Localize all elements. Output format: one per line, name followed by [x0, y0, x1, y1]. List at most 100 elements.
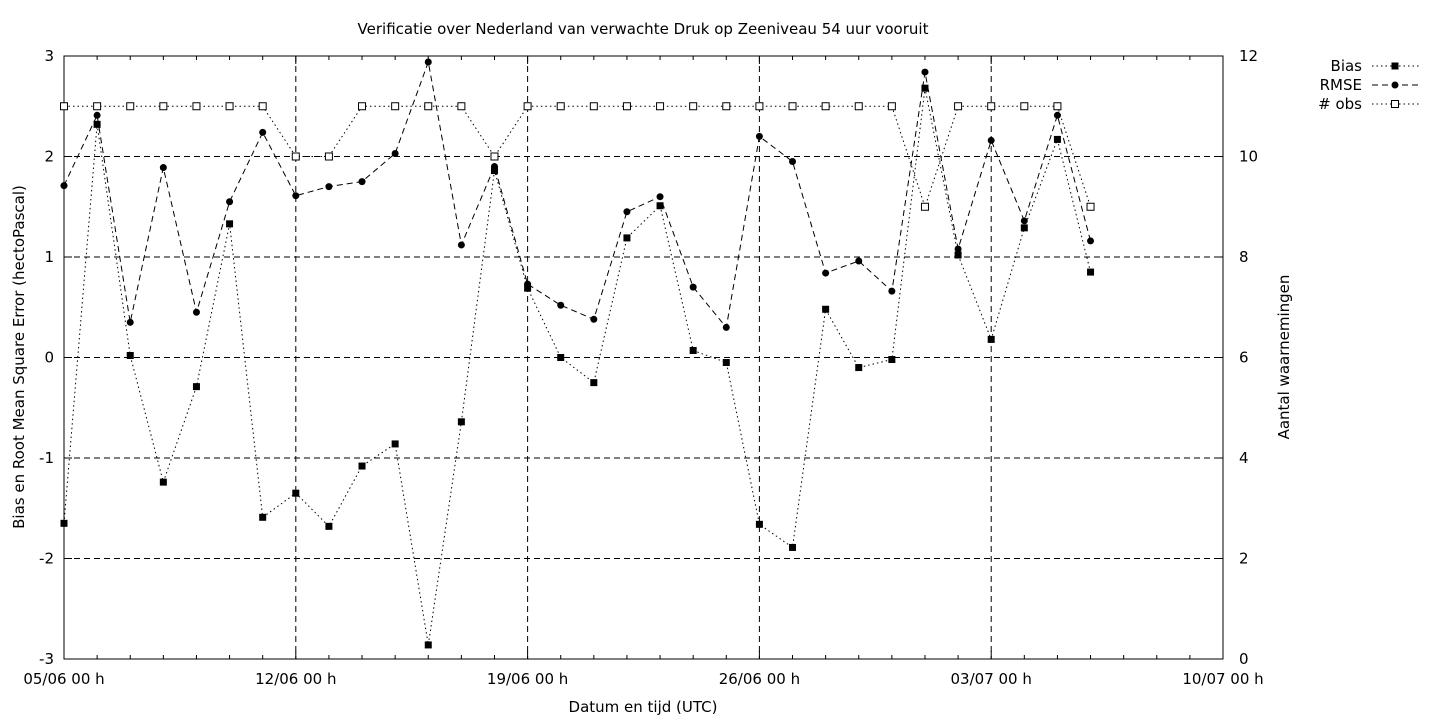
data-point-rmse — [391, 149, 399, 157]
x-tick-label: 10/07 00 h — [1182, 670, 1263, 688]
data-series — [60, 58, 1095, 649]
series-rmse — [60, 58, 1095, 331]
data-point-bias — [1020, 224, 1028, 232]
y2-axis-label: Aantal waarnemingen — [1275, 275, 1293, 440]
legend-label-obs: # obs — [1318, 95, 1362, 113]
series-line-obs — [64, 105, 1091, 209]
data-point-obs — [1053, 102, 1062, 111]
data-point-bias — [590, 379, 598, 387]
data-point-rmse — [822, 269, 830, 277]
legend-label-bias: Bias — [1331, 57, 1363, 75]
data-point-rmse — [292, 192, 300, 200]
data-point-bias — [722, 359, 730, 367]
data-point-rmse — [954, 245, 962, 253]
y2-tick-label: 4 — [1239, 449, 1249, 467]
y2-tick-label: 0 — [1239, 650, 1249, 668]
data-point-obs — [622, 102, 631, 111]
data-point-obs — [60, 102, 68, 111]
y2-tick-label: 2 — [1239, 550, 1249, 568]
legend-label-rmse: RMSE — [1320, 76, 1362, 94]
data-point-obs — [225, 102, 234, 111]
data-point-bias — [1053, 135, 1061, 143]
data-point-rmse — [192, 308, 200, 316]
series-line-rmse — [63, 60, 1091, 329]
legend-marker-bias — [1391, 62, 1399, 70]
data-point-bias — [424, 641, 432, 649]
data-point-rmse — [789, 158, 797, 166]
data-point-obs — [755, 102, 764, 111]
data-point-rmse — [60, 182, 68, 190]
data-point-bias — [789, 543, 797, 551]
data-point-obs — [258, 102, 267, 111]
data-point-bias — [457, 418, 465, 426]
data-point-obs — [1020, 102, 1029, 111]
data-point-bias — [159, 478, 167, 486]
data-point-obs — [788, 102, 797, 111]
data-point-obs — [920, 202, 929, 211]
data-point-rmse — [888, 287, 896, 295]
data-point-rmse — [126, 318, 134, 326]
data-point-rmse — [325, 183, 333, 191]
y2-tick-label: 12 — [1239, 47, 1258, 65]
data-point-bias — [689, 346, 697, 354]
data-point-obs — [656, 102, 665, 111]
data-point-obs — [887, 102, 896, 111]
data-point-bias — [987, 335, 995, 343]
y2-tick-label: 10 — [1239, 148, 1258, 166]
data-point-bias — [921, 84, 929, 92]
data-point-obs — [358, 102, 367, 111]
x-tick-label: 12/06 00 h — [255, 670, 336, 688]
data-point-rmse — [457, 241, 465, 249]
data-point-bias — [358, 462, 366, 470]
data-point-bias — [755, 520, 763, 528]
y2-tick-label: 8 — [1239, 248, 1249, 266]
data-point-obs — [391, 102, 400, 111]
data-point-obs — [854, 102, 863, 111]
data-point-bias — [557, 354, 565, 361]
data-point-rmse — [1087, 237, 1095, 245]
data-point-rmse — [159, 164, 167, 172]
data-point-rmse — [855, 257, 863, 265]
data-point-obs — [589, 102, 598, 111]
x-tick-label: 26/06 00 h — [719, 670, 800, 688]
data-point-bias — [1087, 268, 1095, 276]
legend-marker-obs — [1391, 100, 1399, 108]
data-point-bias — [656, 202, 664, 210]
data-point-bias — [259, 513, 267, 521]
data-point-rmse — [1020, 217, 1028, 225]
data-point-rmse — [424, 58, 432, 66]
data-point-bias — [60, 519, 68, 527]
data-point-bias — [391, 440, 399, 448]
data-point-rmse — [921, 68, 929, 76]
data-point-bias — [226, 220, 234, 228]
data-point-rmse — [1053, 111, 1061, 119]
y-tick-label: -2 — [39, 550, 54, 568]
data-point-obs — [722, 102, 731, 111]
data-point-obs — [689, 102, 698, 111]
data-point-bias — [822, 305, 830, 313]
data-point-obs — [1086, 202, 1095, 211]
data-point-bias — [126, 351, 134, 359]
data-point-obs — [424, 102, 433, 111]
data-point-rmse — [259, 128, 267, 136]
y-tick-label: 1 — [44, 248, 54, 266]
data-point-obs — [291, 152, 300, 161]
x-tick-label: 03/07 00 h — [951, 670, 1032, 688]
data-point-rmse — [722, 323, 730, 331]
legend-marker-rmse — [1391, 81, 1399, 89]
data-point-obs — [457, 102, 466, 111]
data-point-bias — [292, 489, 300, 497]
data-point-obs — [954, 102, 963, 111]
data-point-bias — [888, 356, 896, 364]
data-point-rmse — [557, 301, 565, 309]
data-point-rmse — [656, 193, 664, 201]
data-point-bias — [524, 284, 532, 292]
data-point-bias — [93, 120, 101, 128]
data-point-rmse — [358, 178, 366, 186]
series-line-bias — [63, 88, 1091, 645]
data-point-rmse — [755, 132, 763, 140]
y-tick-label: -1 — [39, 449, 54, 467]
data-point-bias — [855, 364, 863, 372]
